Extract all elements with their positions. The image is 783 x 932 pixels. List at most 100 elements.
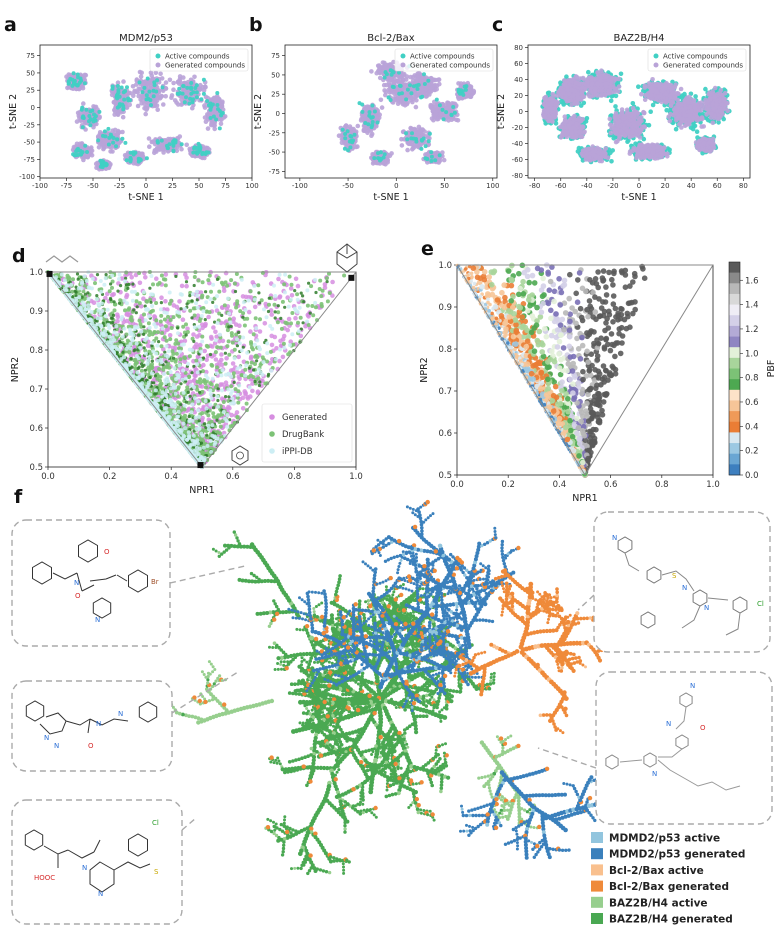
scatter-point: [110, 86, 115, 91]
scatter-point: [136, 86, 141, 91]
scatter-point: [115, 84, 120, 88]
scatter-point: [121, 90, 126, 95]
scatter-point: [144, 105, 150, 111]
scatter-point: [146, 136, 152, 141]
legend-marker-generated: [155, 62, 161, 68]
scatter-point: [101, 133, 105, 138]
scatter-point: [203, 94, 209, 100]
scatter-point: [143, 111, 148, 117]
scatter-point: [433, 111, 439, 117]
scatter-point: [121, 79, 126, 84]
scatter-point: [97, 109, 102, 114]
scatter-point: [429, 159, 434, 163]
scatter-point: [398, 84, 403, 88]
scatter-point: [413, 104, 419, 110]
scatter-point: [388, 68, 393, 73]
legend-marker-generated: [400, 62, 406, 68]
scatter-point: [155, 139, 160, 144]
scatter-point: [189, 81, 194, 85]
scatter-point: [171, 80, 176, 86]
y-tick-label-a: 0: [31, 104, 35, 112]
scatter-point: [377, 112, 383, 118]
scatter-point: [121, 106, 126, 111]
scatter-point: [362, 113, 368, 118]
x-tick-label-b: -50: [342, 182, 353, 190]
y-tick-label-a: -75: [24, 156, 35, 164]
scatter-point: [80, 115, 85, 120]
scatter-point: [151, 94, 156, 99]
scatter-point: [75, 110, 81, 116]
scatter-point: [382, 75, 387, 80]
scatter-point: [419, 146, 424, 151]
legend-marker-active: [155, 53, 161, 59]
scatter-point: [429, 82, 434, 87]
scatter-point: [342, 146, 347, 151]
legend-marker-active: [400, 53, 406, 59]
scatter-point: [191, 150, 196, 155]
scatter-point: [175, 79, 181, 85]
scatter-point: [462, 84, 467, 89]
scatter-point: [88, 123, 93, 128]
scatter-point: [81, 101, 86, 106]
scatter-point: [176, 102, 181, 107]
scatter-point: [436, 77, 441, 83]
scatter-point: [193, 86, 198, 90]
x-tick-label-a: -50: [87, 182, 98, 190]
scatter-point: [74, 119, 80, 124]
scatter-point: [181, 84, 186, 89]
scatter-point: [369, 133, 374, 138]
scatter-point: [167, 142, 172, 147]
scatter-point: [405, 137, 410, 142]
y-tick-label-b: 25: [271, 91, 280, 99]
scatter-point: [348, 134, 353, 138]
scatter-point: [127, 102, 132, 108]
scatter-point: [376, 151, 380, 156]
scatter-point: [355, 144, 360, 149]
scatter-point: [437, 81, 442, 87]
scatter-point: [125, 85, 129, 90]
scatter-point: [152, 100, 158, 105]
x-tick-label-a: -100: [32, 182, 48, 190]
scatter-point: [191, 90, 196, 95]
y-tick-label-b: -25: [269, 129, 280, 137]
scatter-point: [135, 90, 141, 95]
scatter-point: [345, 129, 350, 134]
scatter-point: [71, 71, 76, 76]
scatter-point: [217, 126, 222, 131]
scatter-point: [75, 83, 80, 88]
scatter-point: [426, 139, 431, 144]
y-tick-label-a: 50: [26, 69, 35, 77]
scatter-point: [608, 98, 614, 104]
scatter-point: [182, 100, 187, 105]
y-tick-label-a: 25: [26, 87, 35, 95]
y-tick-label-b: -75: [269, 168, 280, 176]
scatter-point: [149, 103, 153, 108]
y-tick-label-b: 50: [271, 71, 280, 79]
x-axis-label-a: t-SNE 1: [128, 192, 163, 203]
scatter-point: [169, 93, 175, 98]
panel-title-a: MDM2/p53: [119, 33, 173, 44]
x-tick-label-a: 75: [221, 182, 230, 190]
scatter-point: [379, 105, 385, 110]
scatter-point: [429, 150, 434, 155]
scatter-point: [115, 80, 121, 85]
scatter-point: [111, 100, 117, 105]
scatter-point: [465, 94, 470, 99]
scatter-point: [423, 144, 428, 149]
scatter-point: [75, 72, 80, 77]
scatter-point: [418, 79, 424, 84]
scatter-point: [404, 92, 409, 97]
scatter-point: [377, 65, 382, 71]
scatter-point: [82, 81, 87, 86]
scatter-point: [124, 158, 129, 163]
scatter-point: [420, 138, 424, 143]
scatter-point: [123, 140, 128, 145]
scatter-point: [126, 98, 131, 103]
scatter-point: [386, 95, 391, 100]
y-tick-label-a: -100: [19, 173, 35, 181]
scatter-point: [408, 83, 412, 88]
scatter-point: [88, 109, 93, 114]
scatter-point: [131, 152, 136, 157]
scatter-point: [102, 129, 107, 134]
